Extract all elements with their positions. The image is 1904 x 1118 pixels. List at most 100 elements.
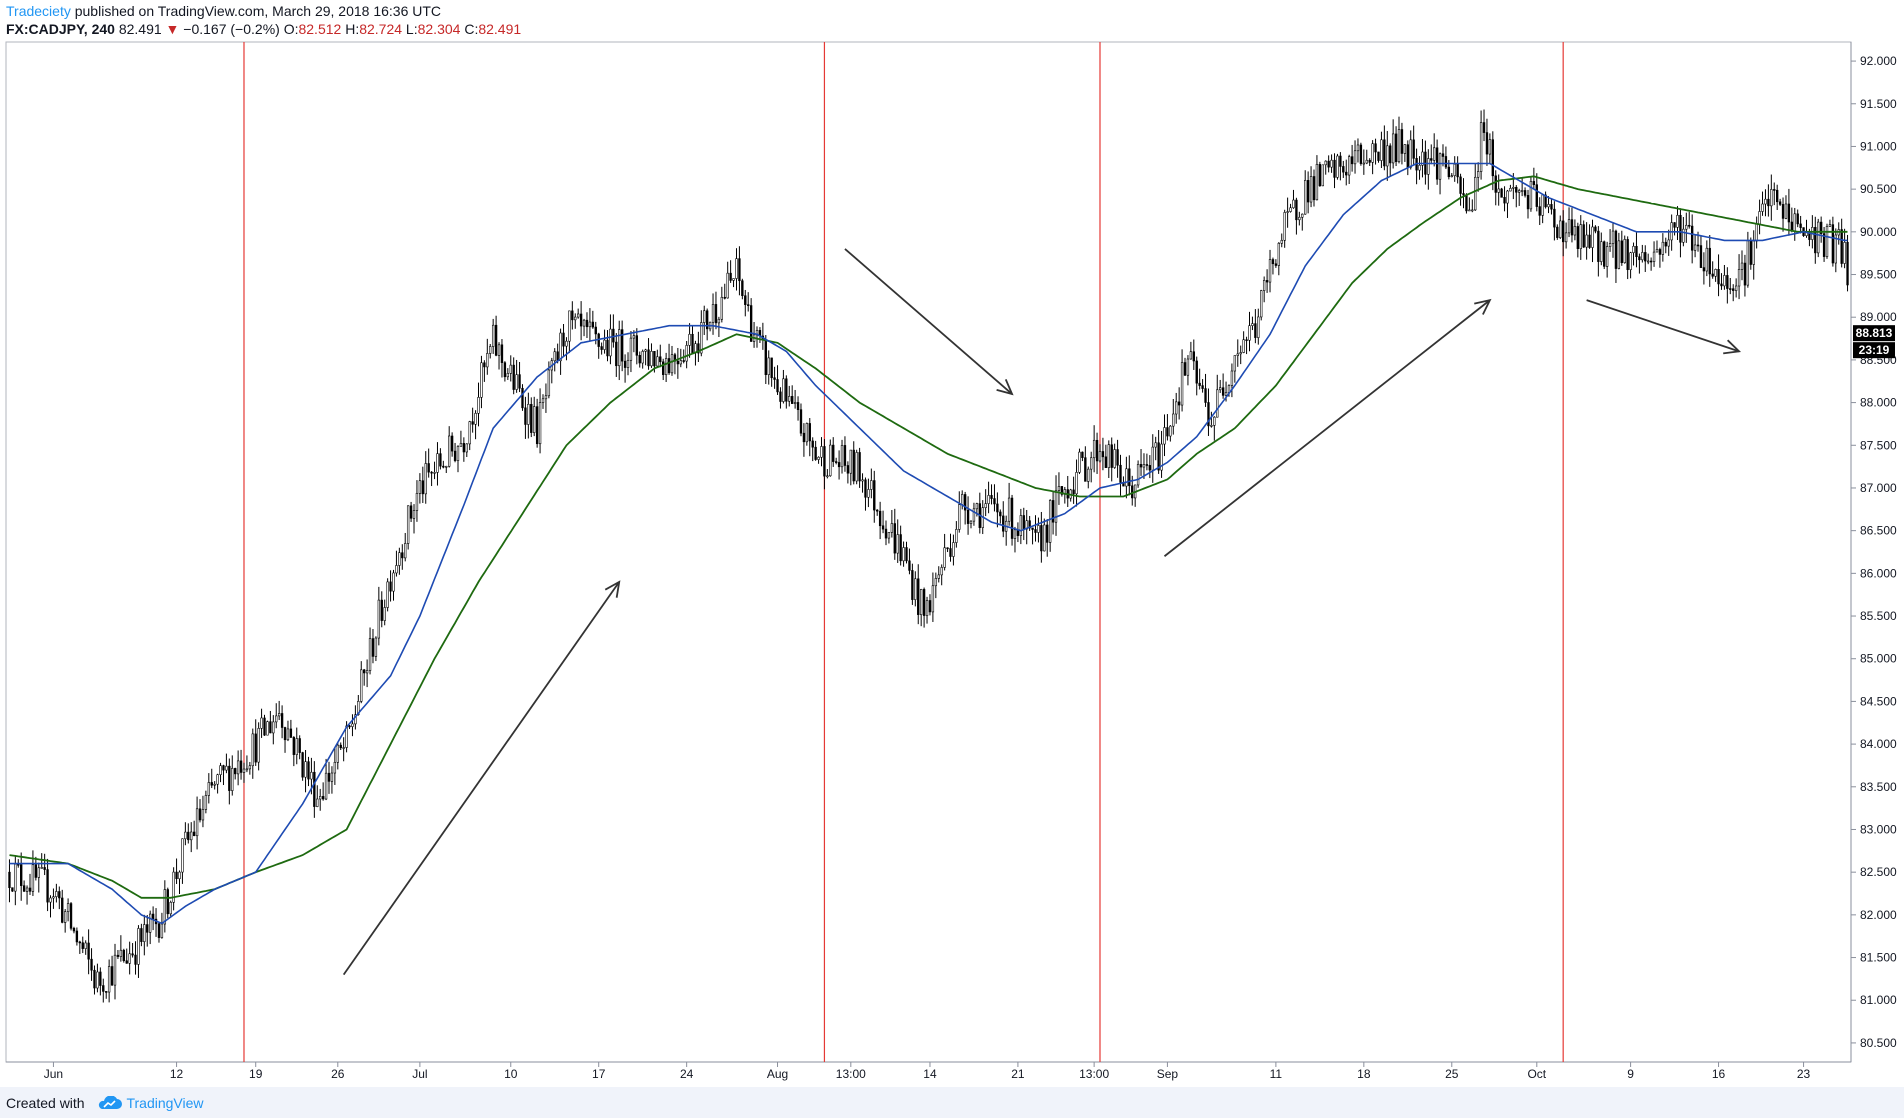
candle	[1010, 494, 1014, 546]
candle	[75, 927, 79, 946]
candle	[1075, 459, 1078, 507]
candle	[1438, 152, 1442, 195]
price-tick-label: 86.500	[1860, 524, 1897, 538]
candle	[1819, 216, 1823, 243]
candle	[66, 898, 70, 922]
candle	[656, 349, 659, 367]
time-tick-label: 18	[1357, 1067, 1371, 1081]
ma-fast-line	[9, 162, 1848, 925]
candle	[515, 359, 518, 393]
candle	[336, 742, 339, 770]
candle	[1084, 446, 1087, 482]
candle	[1679, 208, 1682, 258]
candle	[541, 394, 545, 409]
candle	[1192, 339, 1195, 370]
candle	[439, 448, 442, 470]
candle	[213, 781, 216, 790]
candle	[1644, 245, 1647, 272]
price-tick-label: 86.000	[1860, 566, 1897, 580]
candle	[606, 330, 609, 362]
candle	[210, 768, 213, 789]
candle	[181, 838, 184, 884]
candle	[535, 398, 539, 448]
candle	[855, 449, 858, 485]
candle	[720, 286, 724, 323]
candle	[609, 314, 612, 365]
candle	[1213, 416, 1216, 441]
candle	[1576, 222, 1580, 258]
candle	[1488, 133, 1492, 164]
candle	[1532, 167, 1536, 189]
candle	[395, 550, 398, 577]
candle	[738, 246, 741, 296]
candle	[1040, 511, 1043, 563]
candle	[1183, 357, 1187, 377]
candle	[1688, 211, 1691, 229]
candle	[263, 714, 266, 736]
candle	[465, 443, 468, 457]
candle	[1629, 251, 1632, 279]
created-with-label: Created with	[6, 1095, 85, 1111]
time-tick-label: 13:00	[1079, 1067, 1109, 1081]
candle	[1485, 118, 1489, 166]
candle	[1101, 437, 1105, 471]
candle	[1767, 184, 1770, 217]
candle	[1482, 109, 1486, 142]
candle	[1553, 201, 1556, 241]
candle	[729, 260, 732, 283]
candle	[195, 796, 199, 850]
candle	[1717, 254, 1720, 297]
candle	[1535, 173, 1538, 212]
candle	[1620, 230, 1623, 266]
candle	[946, 547, 949, 553]
candle	[1377, 151, 1380, 163]
candle	[623, 354, 627, 383]
candle	[61, 889, 64, 924]
candle	[1685, 212, 1688, 243]
candle	[46, 858, 49, 912]
price-tick-label: 89.000	[1860, 310, 1897, 324]
candle	[1336, 153, 1339, 180]
price-tick-label: 88.000	[1860, 396, 1897, 410]
candle	[559, 328, 562, 375]
price-tick-label: 83.000	[1860, 822, 1897, 836]
author-link[interactable]: Tradeciety	[6, 3, 71, 19]
candle	[1778, 198, 1782, 206]
candle	[84, 940, 87, 955]
candle	[620, 320, 624, 372]
candle	[876, 509, 879, 516]
candle	[1271, 257, 1275, 275]
candle	[1556, 224, 1559, 240]
candle	[1046, 519, 1049, 557]
candle	[861, 473, 864, 493]
candlestick-chart[interactable]: 80.500 81.000 81.500 82.000 82.500 83.000 83.5…	[0, 0, 1904, 1087]
candle	[1007, 482, 1011, 526]
candle	[222, 764, 225, 786]
candle	[424, 451, 427, 504]
candle	[881, 510, 885, 534]
candle	[1474, 163, 1477, 211]
candle	[1031, 527, 1034, 545]
candle	[1588, 224, 1591, 249]
candle	[659, 344, 662, 368]
candle	[1840, 218, 1843, 268]
tradingview-link[interactable]: TradingView	[126, 1095, 204, 1111]
candle	[483, 360, 486, 382]
candle	[1175, 392, 1178, 424]
candle	[1324, 160, 1327, 175]
candle	[858, 447, 861, 488]
candle	[1128, 455, 1131, 496]
candle	[368, 627, 372, 675]
price-tick-label: 91.500	[1860, 97, 1897, 111]
candle	[1189, 341, 1193, 360]
candle	[662, 358, 665, 381]
candle	[1647, 253, 1650, 265]
candle	[500, 339, 504, 378]
candle	[459, 430, 463, 447]
price-tick-label: 92.000	[1860, 54, 1897, 68]
current-price-label: 88.813	[1856, 326, 1893, 340]
candle	[1476, 162, 1480, 192]
candle	[231, 755, 234, 796]
candle	[427, 448, 430, 478]
candle	[339, 742, 342, 751]
